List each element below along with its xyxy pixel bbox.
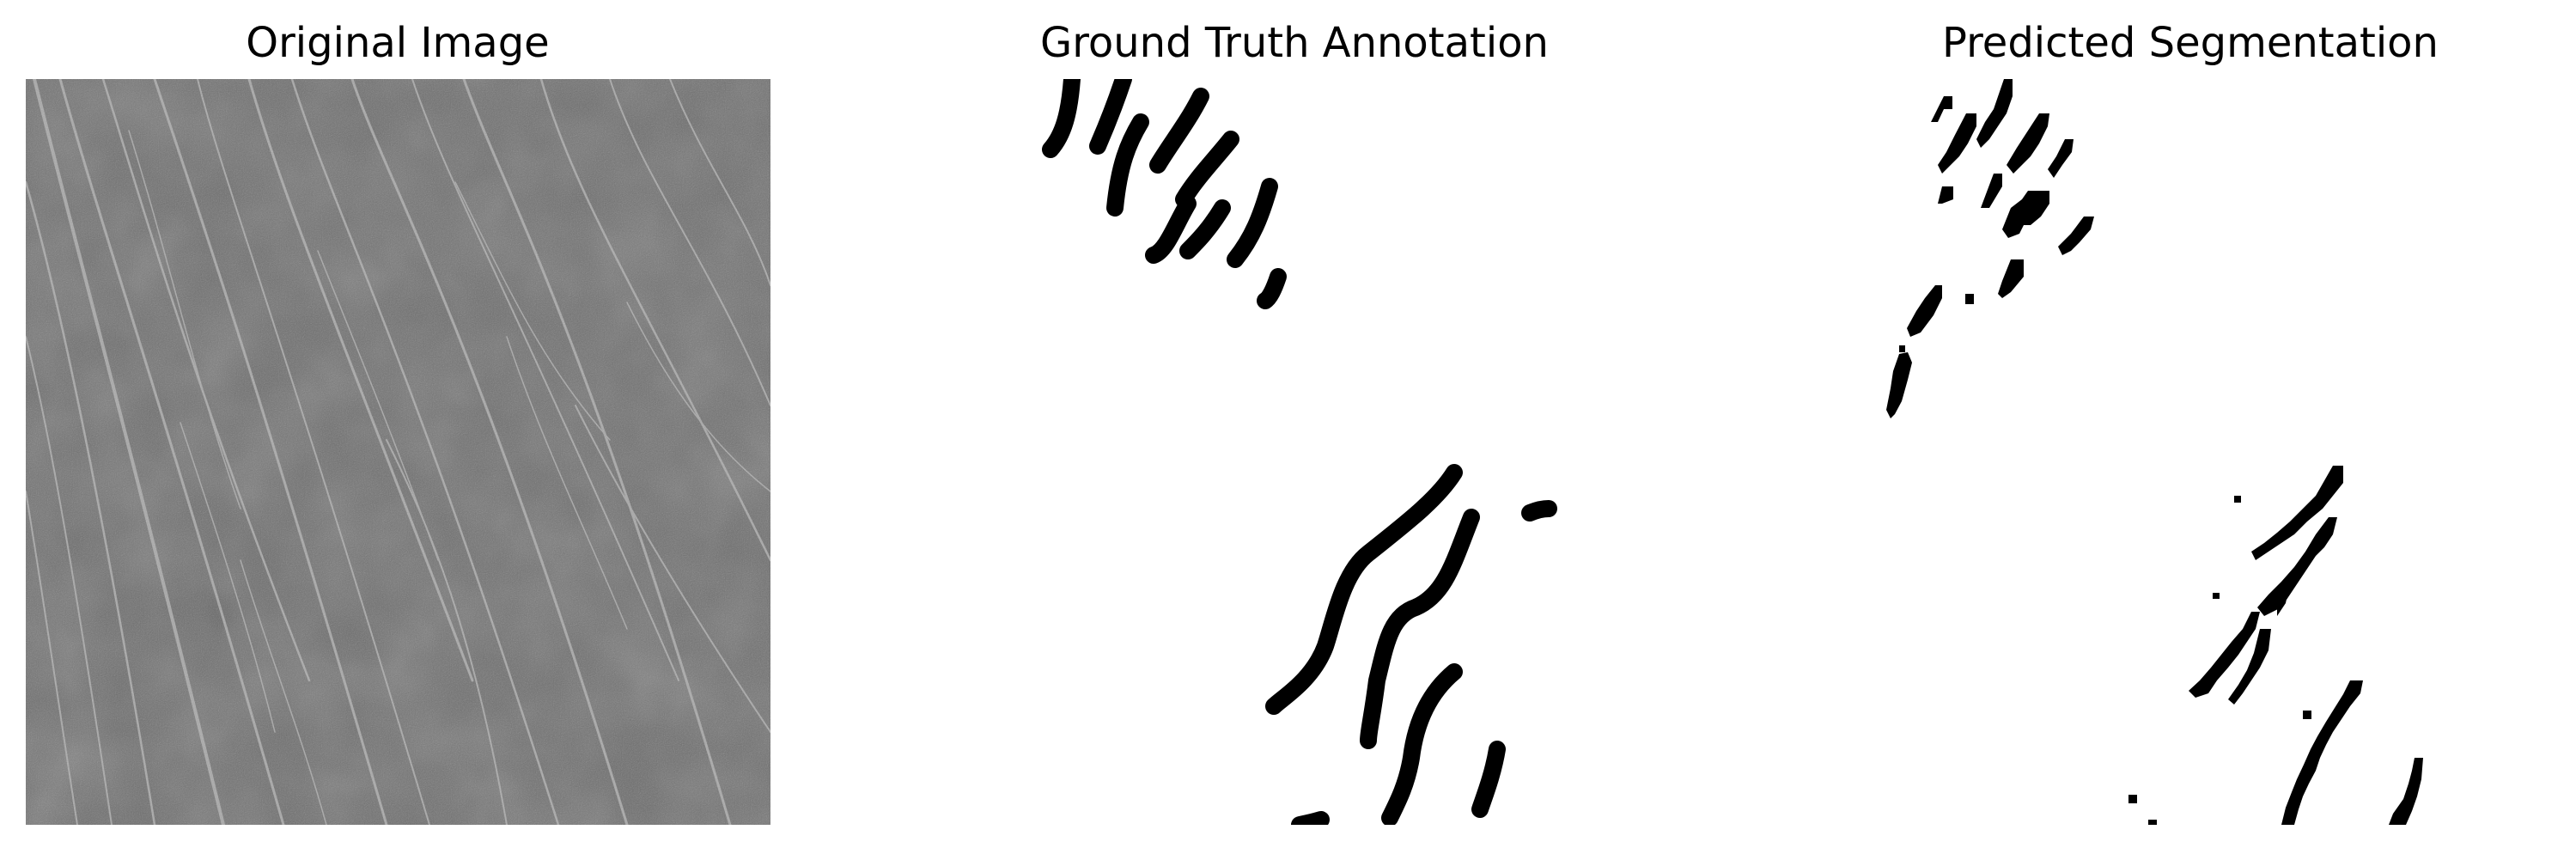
ground-truth-mask <box>922 79 1666 825</box>
original-image <box>26 79 770 825</box>
original-image-canvas <box>26 79 770 825</box>
predicted-mask <box>1818 79 2562 825</box>
predicted-segmentation-title: Predicted Segmentation <box>1942 19 2439 67</box>
predicted-blocks <box>1886 79 2423 825</box>
original-image-title: Original Image <box>246 19 550 67</box>
ground-truth-title: Ground Truth Annotation <box>1040 19 1549 67</box>
mask-background <box>1818 79 2562 825</box>
ground-truth-canvas <box>922 79 1666 825</box>
predicted-canvas <box>1818 79 2562 825</box>
image-texture-noise <box>26 79 770 825</box>
mask-background <box>922 79 1666 825</box>
ground-truth-strokes <box>1042 79 1557 825</box>
